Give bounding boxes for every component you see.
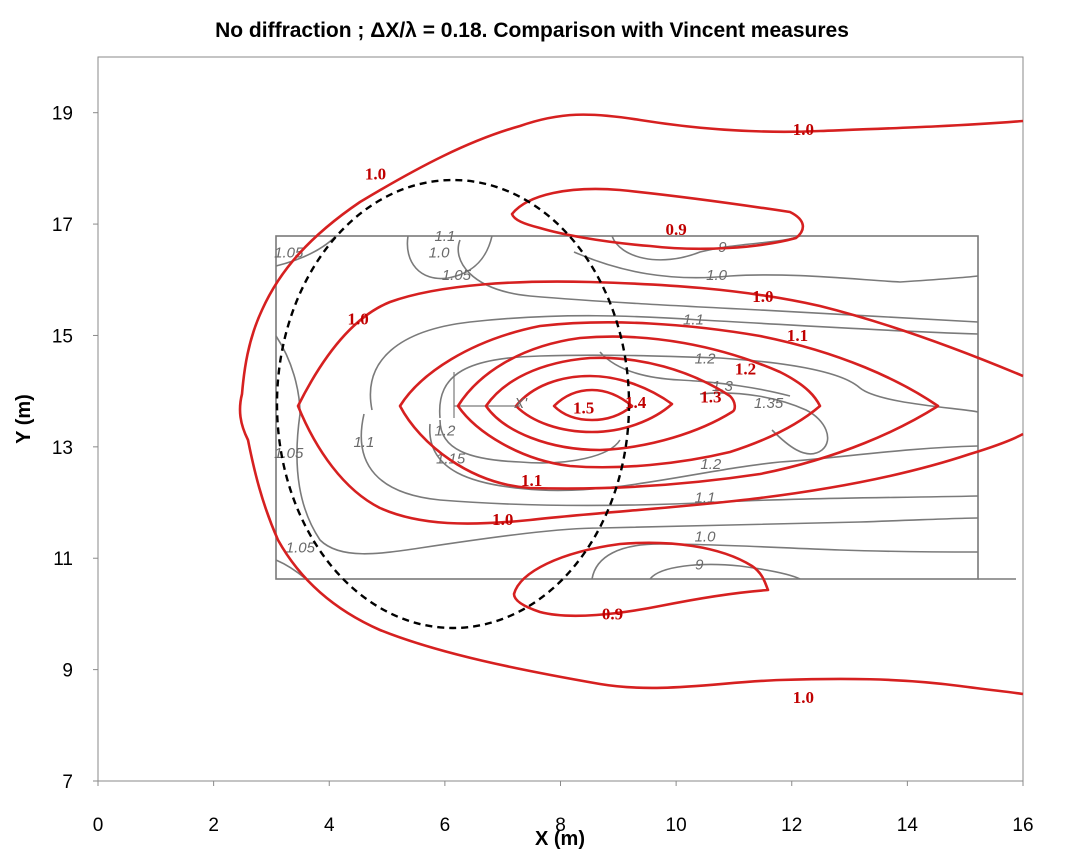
y-tick-label: 19 (52, 104, 73, 125)
measured-contour-0-9-low (649, 563, 801, 580)
computed-contour-label: 1.4 (625, 393, 647, 412)
y-tick-label: 15 (52, 326, 73, 347)
measured-contour-label: 1.1 (354, 434, 375, 451)
measured-contour-1-0-top (573, 251, 979, 283)
computed-contour-1-2 (456, 335, 822, 469)
plot-area (97, 56, 1024, 782)
x-tick-label: 0 (93, 815, 104, 836)
measured-contour-label: 1.05 (286, 540, 316, 557)
computed-contour-1-0-outer (238, 113, 1024, 696)
chart-markers: X' (513, 395, 528, 412)
computed-contour-label: 1.3 (700, 387, 721, 406)
measured-contour-label: 1.2 (695, 350, 717, 367)
measured-contour-label: 1.1 (434, 228, 455, 245)
y-axis-label: Y (m) (13, 394, 35, 444)
y-tick-label: 11 (53, 549, 73, 570)
computed-contour-label: 0.9 (666, 220, 687, 239)
x-prime-marker-label: X' (513, 395, 528, 412)
computed-contour-label: 1.0 (348, 309, 369, 328)
x-axis-label: X (m) (535, 828, 585, 850)
dashed-ellipse-region (275, 178, 631, 630)
computed-contour-label: 1.2 (735, 359, 756, 378)
measured-contour-label: 1.0 (695, 529, 717, 546)
measured-contour-label: 9 (695, 556, 704, 573)
measured-contour-1-3 (599, 351, 791, 397)
measured-contour-1-05-low (296, 413, 979, 555)
computed-contour-label: 1.1 (787, 326, 808, 345)
y-tick-label: 9 (62, 661, 73, 682)
measured-contour-label: 1.0 (429, 244, 451, 261)
computed-contour-0-9-bottom (512, 541, 770, 618)
measured-contour-label: 1.35 (754, 395, 784, 412)
x-tick-label: 8 (555, 815, 566, 836)
measured-contour-label: 1.2 (434, 423, 456, 440)
y-tick-label: 7 (62, 772, 73, 793)
y-axis-ticks: 7 9 11 13 15 17 19 (52, 104, 98, 793)
x-tick-label: 4 (324, 815, 335, 836)
x-axis-ticks: 0 2 4 6 8 10 12 14 16 (93, 781, 1034, 836)
measured-contour-1-05-top (457, 239, 979, 323)
measured-contour-label: 1.1 (683, 311, 704, 328)
computed-contour-1-1 (398, 321, 940, 490)
chart-title: No diffraction ; ΔX/λ = 0.18. Comparison… (215, 19, 849, 42)
measured-contour-1-1-mid (369, 314, 979, 411)
computed-contour-0-9-top (510, 187, 805, 251)
measured-contour-label: 1.3 (712, 378, 734, 395)
x-tick-label: 12 (781, 815, 802, 836)
computed-contour-label: 1.5 (573, 398, 594, 417)
measured-contour-label: 1.0 (706, 267, 728, 284)
measured-contour-1-0-low (591, 543, 979, 580)
computed-contours (238, 113, 1024, 696)
measured-contour-1-2 (438, 354, 979, 419)
measured-contours (275, 235, 1016, 580)
measured-contour-label: 1.05 (442, 267, 472, 284)
measured-contour-label: 1.2 (700, 456, 722, 473)
computed-contour-label: 1.0 (752, 287, 773, 306)
measured-contour-1-2-inner (439, 419, 621, 464)
computed-contour-label: 1.0 (793, 120, 814, 139)
measured-contour-1-35 (699, 392, 829, 455)
computed-contour-label: 0.9 (602, 604, 623, 623)
x-tick-label: 14 (897, 815, 919, 836)
computed-contour-1-5 (552, 388, 634, 422)
measured-contour-1-05-left (275, 335, 301, 415)
x-tick-label: 10 (666, 815, 687, 836)
measured-contour-1-15 (429, 423, 979, 492)
y-tick-label: 17 (52, 215, 73, 236)
computed-contour-label: 1.0 (365, 165, 386, 184)
computed-contour-labels: 1.01.00.91.01.01.11.21.31.41.51.11.00.91… (348, 120, 814, 707)
computed-contour-1-3 (484, 356, 737, 452)
x-tick-label: 6 (440, 815, 451, 836)
computed-contour-label: 1.0 (492, 510, 513, 529)
measured-contour-1-1-low (360, 413, 979, 507)
measured-contour-1-0-loop-top (406, 235, 493, 280)
x-tick-label: 16 (1012, 815, 1033, 836)
x-tick-label: 2 (208, 815, 219, 836)
computed-contour-label: 1.1 (521, 471, 542, 490)
computed-contour-1-0-inner (296, 280, 1024, 525)
measured-contour-label: 1.05 (274, 445, 304, 462)
computed-contour-label: 1.0 (793, 688, 814, 707)
computed-contour-1-4 (514, 374, 674, 434)
y-tick-label: 13 (52, 438, 73, 459)
